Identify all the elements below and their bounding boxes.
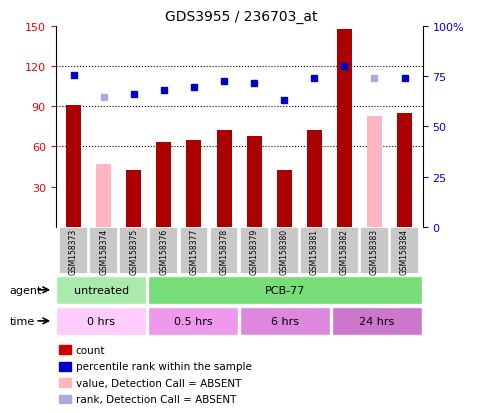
Bar bbox=[126, 171, 142, 227]
Bar bbox=[58, 378, 71, 387]
Bar bbox=[156, 143, 171, 227]
Text: value, Detection Call = ABSENT: value, Detection Call = ABSENT bbox=[76, 378, 241, 388]
Text: GSM158375: GSM158375 bbox=[129, 228, 138, 274]
Bar bbox=[58, 362, 71, 371]
Text: 0 hrs: 0 hrs bbox=[87, 316, 115, 326]
Text: GSM158382: GSM158382 bbox=[340, 228, 349, 274]
FancyBboxPatch shape bbox=[210, 228, 239, 274]
Text: GSM158378: GSM158378 bbox=[220, 228, 228, 274]
Text: GDS3955 / 236703_at: GDS3955 / 236703_at bbox=[165, 10, 318, 24]
FancyBboxPatch shape bbox=[270, 228, 298, 274]
Bar bbox=[367, 116, 382, 227]
FancyBboxPatch shape bbox=[57, 276, 146, 304]
Bar bbox=[186, 140, 201, 227]
Bar bbox=[58, 394, 71, 404]
Bar bbox=[247, 136, 262, 227]
FancyBboxPatch shape bbox=[300, 228, 329, 274]
Text: 0.5 hrs: 0.5 hrs bbox=[174, 316, 213, 326]
Text: GSM158377: GSM158377 bbox=[189, 228, 199, 274]
FancyBboxPatch shape bbox=[148, 276, 422, 304]
Text: agent: agent bbox=[10, 285, 42, 295]
Bar bbox=[96, 164, 111, 227]
Text: PCB-77: PCB-77 bbox=[265, 285, 305, 295]
Text: GSM158373: GSM158373 bbox=[69, 228, 78, 274]
FancyBboxPatch shape bbox=[59, 228, 88, 274]
Bar bbox=[397, 114, 412, 227]
FancyBboxPatch shape bbox=[390, 228, 419, 274]
Text: 24 hrs: 24 hrs bbox=[359, 316, 394, 326]
FancyBboxPatch shape bbox=[240, 228, 269, 274]
Text: rank, Detection Call = ABSENT: rank, Detection Call = ABSENT bbox=[76, 394, 236, 404]
Bar bbox=[66, 106, 81, 227]
Text: 6 hrs: 6 hrs bbox=[271, 316, 299, 326]
FancyBboxPatch shape bbox=[57, 307, 146, 335]
FancyBboxPatch shape bbox=[180, 228, 208, 274]
Text: GSM158380: GSM158380 bbox=[280, 228, 289, 274]
FancyBboxPatch shape bbox=[360, 228, 389, 274]
FancyBboxPatch shape bbox=[240, 307, 330, 335]
Text: GSM158384: GSM158384 bbox=[400, 228, 409, 274]
Bar bbox=[337, 29, 352, 227]
FancyBboxPatch shape bbox=[149, 228, 178, 274]
Bar bbox=[58, 346, 71, 354]
Bar bbox=[216, 131, 231, 227]
Bar bbox=[277, 171, 292, 227]
FancyBboxPatch shape bbox=[89, 228, 118, 274]
Text: GSM158376: GSM158376 bbox=[159, 228, 169, 274]
Text: GSM158379: GSM158379 bbox=[250, 228, 258, 274]
Text: GSM158374: GSM158374 bbox=[99, 228, 108, 274]
FancyBboxPatch shape bbox=[330, 228, 359, 274]
Text: percentile rank within the sample: percentile rank within the sample bbox=[76, 361, 252, 371]
Text: GSM158383: GSM158383 bbox=[370, 228, 379, 274]
Text: untreated: untreated bbox=[74, 285, 129, 295]
Text: count: count bbox=[76, 345, 105, 355]
FancyBboxPatch shape bbox=[119, 228, 148, 274]
Text: time: time bbox=[10, 316, 35, 326]
FancyBboxPatch shape bbox=[332, 307, 422, 335]
Bar bbox=[307, 131, 322, 227]
Text: GSM158381: GSM158381 bbox=[310, 228, 319, 274]
FancyBboxPatch shape bbox=[148, 307, 238, 335]
